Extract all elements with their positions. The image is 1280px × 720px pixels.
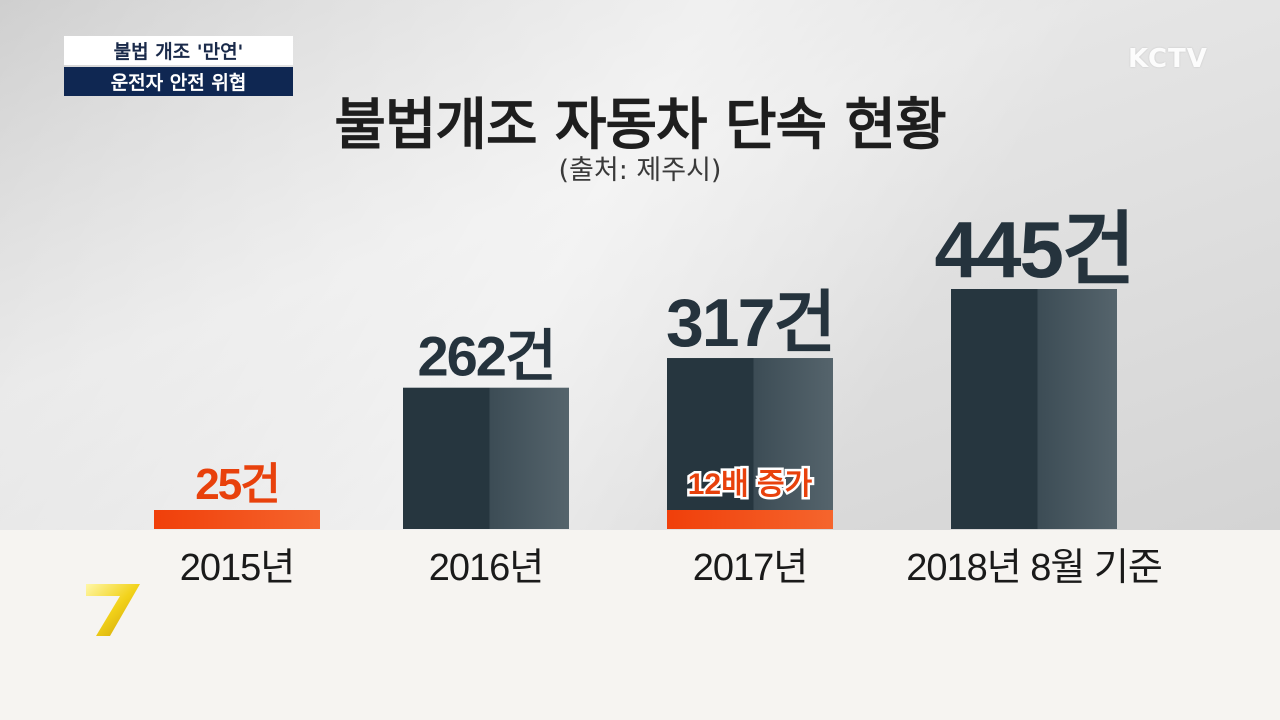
bar-2016: [403, 387, 569, 529]
seven-shape: [86, 584, 140, 636]
bar-2017: [667, 358, 833, 529]
annotation-12x-increase: 12배 증가: [688, 468, 813, 501]
program-seven-logo: [86, 584, 140, 636]
category-label-2017: 2017년: [693, 547, 808, 589]
bar-2015: [154, 510, 320, 529]
news-caption-line2: 운전자 안전 위협: [64, 67, 293, 96]
value-label-2015: 25건: [195, 460, 278, 509]
bar-2018: [951, 289, 1117, 529]
value-label-2016: 262건: [418, 325, 555, 388]
category-label-2018: 2018년 8월 기준: [906, 547, 1162, 589]
category-label-2016: 2016년: [429, 547, 544, 589]
bar-2017-highlight: [667, 510, 833, 529]
value-label-2018: 445건: [934, 205, 1133, 294]
value-label-2017: 317건: [666, 285, 834, 361]
background-lower: [0, 530, 1280, 720]
chart-subtitle: (출처: 제주시): [558, 155, 722, 186]
chart-title: 불법개조 자동차 단속 현황: [334, 93, 946, 158]
news-caption-line1: 불법 개조 '만연': [64, 36, 293, 65]
channel-logo: KCTV: [1128, 44, 1208, 74]
category-label-2015: 2015년: [180, 547, 295, 589]
